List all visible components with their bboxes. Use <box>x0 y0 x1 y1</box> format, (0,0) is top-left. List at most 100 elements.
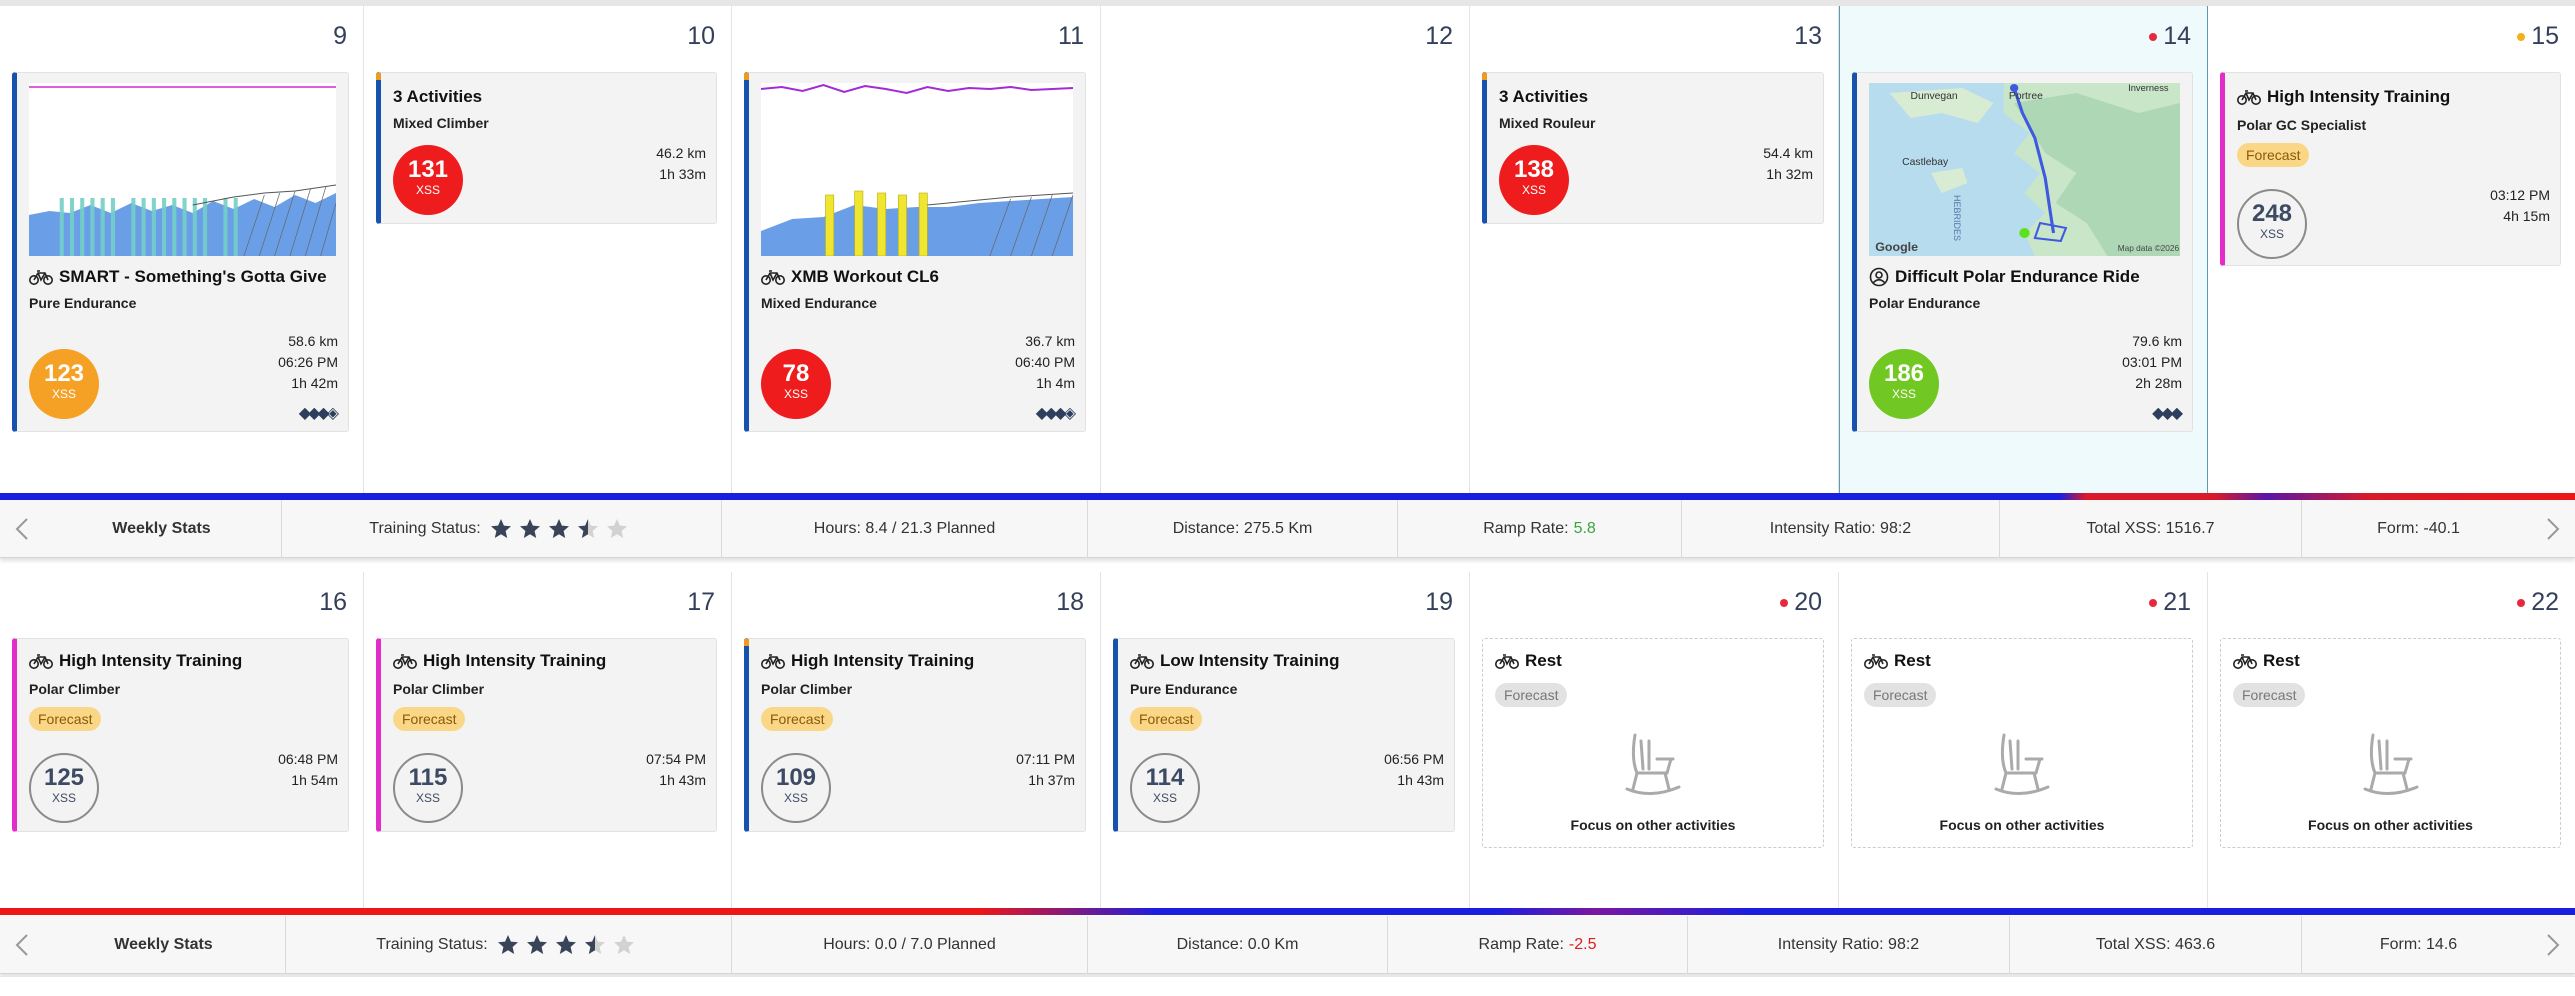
day-number: 9 <box>333 22 347 50</box>
day-cell-18[interactable]: 18 High Intensity Training Polar Climber… <box>732 572 1101 908</box>
route-map[interactable]: Dunvegan Portree Inverness Castlebay HEB… <box>1869 83 2180 256</box>
day-number: 11 <box>1058 22 1084 50</box>
activity-meta: 79.6 km 03:01 PM 2h 28m <box>2122 333 2182 391</box>
stat-hours: Hours: 0.0 / 7.0 Planned <box>732 916 1088 974</box>
bike-icon <box>2237 90 2261 105</box>
activity-subtitle: Polar Climber <box>761 681 853 697</box>
star-icon <box>555 935 576 954</box>
activity-title: Low Intensity Training <box>1130 651 1339 671</box>
rating-diamonds-icon: ◆◆◆◈ <box>1035 405 1076 422</box>
chevron-right-icon[interactable] <box>2533 916 2573 974</box>
rest-message: Focus on other activities <box>1939 817 2105 833</box>
stat-intensity-ratio: Intensity Ratio: 98:2 <box>1688 916 2010 974</box>
day-cell-17[interactable]: 17 High Intensity Training Polar Climber… <box>364 572 732 908</box>
status-dot-icon <box>1780 598 1789 607</box>
rest-message: Focus on other activities <box>1570 817 1736 833</box>
xss-badge: 109 XSS <box>761 753 831 823</box>
day-cell-19[interactable]: 19 Low Intensity Training Pure Endurance… <box>1101 572 1470 908</box>
svg-text:Inverness: Inverness <box>2128 83 2169 93</box>
planned-workout-card[interactable]: High Intensity Training Polar GC Special… <box>2220 72 2561 266</box>
star-icon <box>490 519 511 538</box>
rest-day-card[interactable]: Rest Forecast Focus on other activities <box>2220 638 2561 848</box>
bike-icon <box>2233 654 2257 669</box>
day-cell-16[interactable]: 16 High Intensity Training Polar Climber… <box>0 572 364 908</box>
day-number: 20 <box>1780 588 1822 617</box>
xss-badge: 123 XSS <box>29 349 99 419</box>
activity-card[interactable]: SMART - Something's Gotta Give Pure Endu… <box>12 72 349 432</box>
star-rating <box>496 933 641 957</box>
activity-meta: 58.6 km 06:26 PM 1h 42m <box>278 333 338 391</box>
chevron-right-icon[interactable] <box>2533 500 2573 558</box>
status-dot-icon <box>2517 32 2526 41</box>
chevron-left-icon[interactable] <box>2 916 42 974</box>
chevron-left-icon[interactable] <box>2 500 42 558</box>
activity-subtitle: Polar Climber <box>29 681 121 697</box>
svg-text:Castlebay: Castlebay <box>1902 157 1949 168</box>
rest-day-card[interactable]: Rest Forecast Focus on other activities <box>1851 638 2193 848</box>
xss-badge: 78 XSS <box>761 349 831 419</box>
stat-total-xss: Total XSS: 1516.7 <box>2000 500 2302 558</box>
svg-text:Portree: Portree <box>2009 91 2043 102</box>
weekly-stats-title: Weekly Stats <box>42 500 282 558</box>
activity-title: High Intensity Training <box>29 651 242 671</box>
day-number: 13 <box>1794 22 1822 50</box>
day-cell-22[interactable]: 22 Rest Forecast Focus on other activiti… <box>2208 572 2575 908</box>
activity-meta: 46.2 km 1h 33m <box>656 145 706 182</box>
day-number: 21 <box>2149 588 2191 617</box>
activity-subtitle: Mixed Endurance <box>761 295 877 311</box>
day-number: 15 <box>2517 22 2559 51</box>
workout-profile-chart <box>760 83 1074 257</box>
day-cell-9[interactable]: 9 <box>0 6 364 493</box>
bike-icon <box>761 270 785 285</box>
next-week-edge <box>0 976 2575 996</box>
bike-icon <box>393 654 417 669</box>
svg-text:HEBRIDES: HEBRIDES <box>1952 195 1962 241</box>
activity-card[interactable]: 3 Activities Mixed Rouleur 54.4 km 1h 32m… <box>1482 72 1824 224</box>
day-cell-10[interactable]: 10 3 Activities Mixed Climber 46.2 km 1h … <box>364 6 732 493</box>
activity-title: XMB Workout CL6 <box>761 267 939 287</box>
rest-message: Focus on other activities <box>2308 817 2473 833</box>
rest-day-card[interactable]: Rest Forecast Focus on other activities <box>1482 638 1824 848</box>
svg-text:Map data ©2026: Map data ©2026 <box>2118 244 2180 253</box>
activity-card[interactable]: 3 Activities Mixed Climber 46.2 km 1h 33m… <box>376 72 717 224</box>
day-cell-14-today[interactable]: 14 Dunvegan Portree Inverness Castlebay <box>1839 6 2208 493</box>
day-number: 17 <box>687 588 715 616</box>
day-number: 16 <box>319 588 347 616</box>
forecast-badge: Forecast <box>393 707 466 731</box>
week-row-1: 9 <box>0 6 2575 493</box>
activity-title: SMART - Something's Gotta Give <box>29 267 327 287</box>
xss-badge: 131 XSS <box>393 145 463 215</box>
activity-title: High Intensity Training <box>761 651 974 671</box>
activity-card[interactable]: Dunvegan Portree Inverness Castlebay HEB… <box>1852 72 2193 432</box>
day-cell-15[interactable]: 15 High Intensity Training Polar GC Spec… <box>2208 6 2575 493</box>
xss-badge: 125 XSS <box>29 753 99 823</box>
stat-hours: Hours: 8.4 / 21.3 Planned <box>722 500 1088 558</box>
weekly-stats-bar-2: Weekly Stats Training Status: Hours: 0.0… <box>0 916 2575 974</box>
star-icon <box>526 935 547 954</box>
star-icon <box>577 519 598 538</box>
rest-title: Rest <box>1864 651 1931 671</box>
activity-meta: 06:48 PM 1h 54m <box>278 751 338 788</box>
day-cell-12[interactable]: 12 <box>1101 6 1470 493</box>
forecast-badge: Forecast <box>1864 683 1937 707</box>
activity-title: 3 Activities <box>1499 87 1589 106</box>
bike-icon <box>761 654 785 669</box>
day-cell-11[interactable]: 11 XMB Workout CL6 <box>732 6 1101 493</box>
activity-meta: 07:54 PM 1h 43m <box>646 751 706 788</box>
day-cell-20[interactable]: 20 Rest Forecast Focus on other activiti… <box>1470 572 1839 908</box>
day-cell-13[interactable]: 13 3 Activities Mixed Rouleur 54.4 km 1h … <box>1470 6 1839 493</box>
day-cell-21[interactable]: 21 Rest Forecast Focus on other activiti… <box>1839 572 2208 908</box>
planned-workout-card[interactable]: High Intensity Training Polar Climber Fo… <box>376 638 717 832</box>
planned-workout-card[interactable]: Low Intensity Training Pure Endurance Fo… <box>1113 638 1455 832</box>
xss-badge: 248 XSS <box>2237 189 2307 259</box>
rest-title: Rest <box>1495 651 1562 671</box>
activity-card[interactable]: XMB Workout CL6 Mixed Endurance 36.7 km 0… <box>744 72 1086 432</box>
activity-subtitle: Polar Climber <box>393 681 485 697</box>
forecast-badge: Forecast <box>1495 683 1568 707</box>
person-icon <box>1869 267 1889 287</box>
day-number: 12 <box>1425 22 1453 50</box>
stat-distance: Distance: 275.5 Km <box>1088 500 1398 558</box>
planned-workout-card[interactable]: High Intensity Training Polar Climber Fo… <box>12 638 349 832</box>
planned-workout-card[interactable]: High Intensity Training Polar Climber Fo… <box>744 638 1086 832</box>
stat-distance: Distance: 0.0 Km <box>1088 916 1388 974</box>
